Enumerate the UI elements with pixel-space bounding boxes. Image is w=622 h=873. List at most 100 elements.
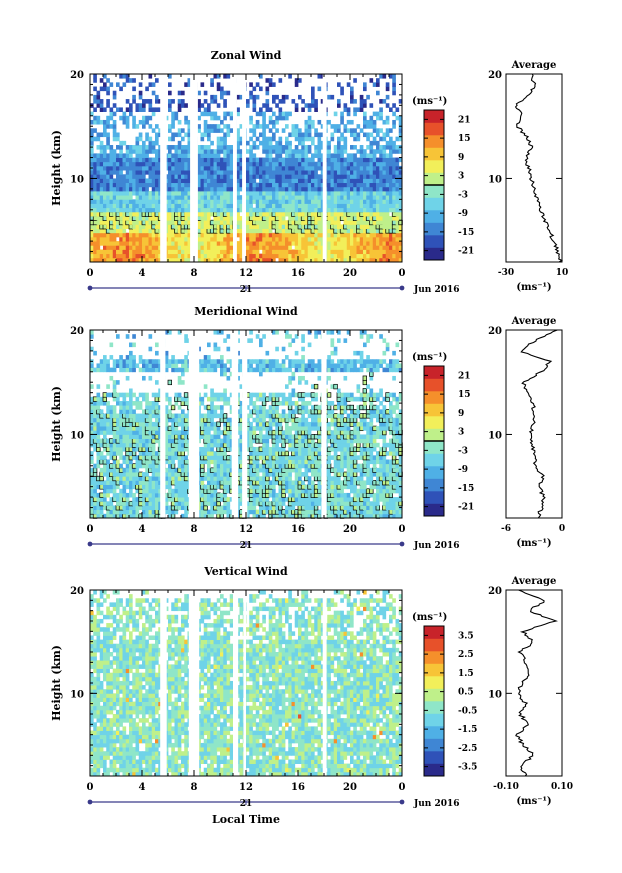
heatmap-cell (359, 484, 364, 490)
heatmap-cell (116, 492, 120, 498)
heatmap-cell (392, 161, 396, 167)
heatmap-cell (90, 224, 94, 229)
heatmap-cell (213, 480, 218, 485)
heatmap-cell (132, 170, 136, 175)
heatmap-cell (382, 145, 387, 150)
heatmap-cell (307, 182, 312, 188)
heatmap-cell (125, 174, 130, 179)
heatmap-cell (213, 467, 218, 473)
heatmap-cell (376, 442, 380, 448)
heatmap-cell (135, 174, 140, 179)
heatmap-cell (307, 480, 312, 485)
heatmap-cell (99, 78, 104, 83)
heatmap-cell (262, 249, 266, 255)
heatmap-cell (304, 207, 309, 213)
heatmap-cell (135, 211, 140, 217)
heatmap-cell (246, 467, 250, 473)
heatmap-cell (320, 249, 325, 255)
heatmap-cell (177, 476, 182, 481)
heatmap-cell (220, 182, 224, 188)
heatmap-cell (236, 165, 240, 171)
heatmap-cell (119, 476, 123, 481)
heatmap-cell (369, 140, 374, 146)
heatmap-cell (278, 476, 283, 481)
heatmap-cell (210, 249, 214, 255)
heatmap-cell (395, 253, 400, 259)
heatmap-cell (151, 149, 156, 154)
heatmap-cell (304, 467, 309, 473)
heatmap-cell (93, 501, 97, 506)
heatmap-cell (223, 103, 227, 108)
heatmap-cell (359, 149, 364, 154)
heatmap-cell (385, 207, 390, 213)
heatmap-cell (363, 446, 367, 452)
heatmap-cell (340, 480, 344, 485)
heatmap-cell (142, 249, 146, 255)
heatmap-cell (109, 451, 114, 456)
heatmap-cell (239, 157, 244, 163)
heatmap-cell (236, 178, 240, 184)
heatmap-cell (327, 232, 331, 238)
heatmap-cell (366, 182, 370, 188)
heatmap-cell (151, 140, 156, 146)
heatmap-cell (203, 145, 208, 150)
heatmap-cell (392, 149, 396, 154)
heatmap-cell (333, 492, 338, 498)
heatmap-cell (258, 446, 264, 452)
heatmap-cell (275, 149, 279, 154)
heatmap-cell (307, 211, 312, 217)
heatmap-cell (317, 119, 322, 125)
y-tick-label: 10 (70, 174, 84, 185)
heatmap-cell (148, 149, 153, 154)
heatmap-cell (272, 249, 276, 255)
heatmap-cell (142, 203, 146, 209)
colorbar-tick-label: -15 (458, 228, 474, 238)
heatmap-cell (132, 207, 136, 213)
heatmap-cell (350, 153, 354, 158)
heatmap-cell (304, 145, 309, 150)
heatmap-cell (313, 484, 319, 490)
heatmap-cell (340, 119, 344, 125)
heatmap-cell (379, 182, 383, 188)
heatmap-cell (132, 199, 136, 204)
heatmap-cell (301, 153, 305, 158)
heatmap-cell (197, 245, 201, 250)
heatmap-cell (109, 253, 114, 259)
heatmap-cell (125, 165, 130, 171)
heatmap-cell (145, 472, 149, 477)
heatmap-cell (340, 492, 344, 498)
heatmap-cell (252, 501, 257, 506)
heatmap-cell (246, 513, 250, 519)
heatmap-cell (109, 153, 114, 158)
heatmap-cell (106, 442, 110, 448)
heatmap-cell (272, 132, 276, 138)
heatmap-cell (340, 182, 344, 188)
heatmap-cell (109, 497, 114, 502)
heatmap-cell (171, 145, 175, 150)
heatmap-cell (385, 451, 390, 456)
heatmap-cell (389, 249, 393, 255)
heatmap-cell (382, 186, 387, 192)
heatmap-cell (226, 505, 231, 511)
heatmap-cell (291, 257, 296, 263)
heatmap-cell (359, 220, 364, 225)
heatmap-cell (103, 505, 107, 511)
heatmap-cell (112, 236, 117, 242)
heatmap-cell (307, 505, 312, 511)
heatmap-cell (395, 513, 400, 519)
heatmap-cell (116, 145, 120, 150)
heatmap-cell (259, 178, 263, 184)
heatmap-cell (363, 501, 367, 506)
heatmap-cell (398, 497, 403, 502)
heatmap-cell (278, 459, 283, 465)
heatmap-cell (168, 165, 172, 171)
heatmap-cell (125, 509, 130, 515)
heatmap-cell (170, 463, 176, 469)
heatmap-cell (213, 195, 218, 200)
heatmap-cell (138, 253, 143, 259)
heatmap-cell (187, 78, 192, 83)
heatmap-cell (236, 182, 240, 188)
heatmap-cell (369, 224, 374, 229)
heatmap-cell (311, 90, 315, 96)
